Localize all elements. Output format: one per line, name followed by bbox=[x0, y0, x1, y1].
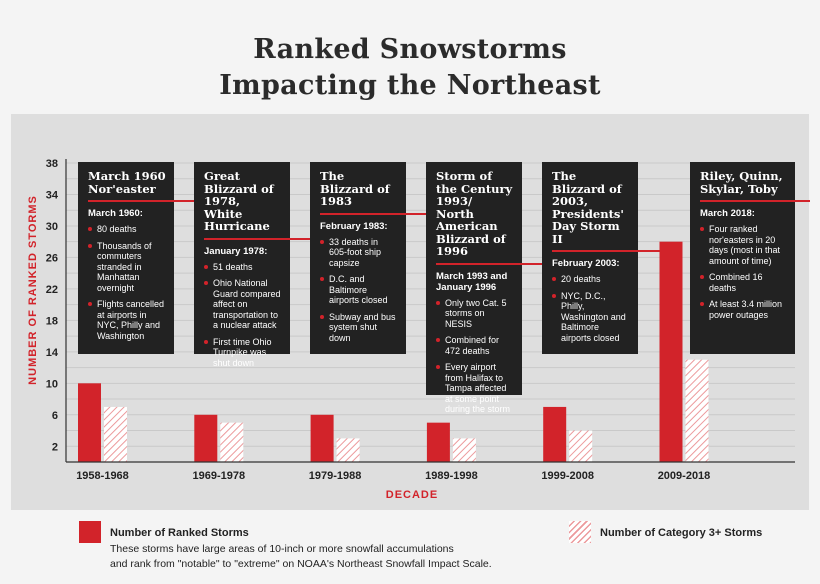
bar-ranked-storms bbox=[310, 414, 334, 462]
legend-desc-line2: and rank from "notable" to "extreme" on … bbox=[110, 558, 492, 570]
storm-title-rule bbox=[700, 200, 810, 202]
storm-date: February 2003: bbox=[552, 258, 620, 269]
storm-fact: 20 deaths bbox=[552, 274, 630, 285]
bar-ranked-storms bbox=[543, 406, 567, 462]
bar-category3-storms bbox=[220, 422, 244, 462]
legend-desc-line1: These storms have large areas of 10-inch… bbox=[110, 543, 454, 555]
legend-swatch-cat3 bbox=[569, 521, 591, 543]
storm-fact: Thousands of commuters stranded in Manha… bbox=[88, 241, 166, 294]
storm-fact: 33 deaths in 605-foot ship capsize bbox=[320, 237, 398, 269]
legend-label-ranked: Number of Ranked Storms bbox=[110, 527, 249, 539]
bar-category3-storms bbox=[336, 438, 360, 462]
bar-category3-storms bbox=[685, 359, 709, 462]
storm-title: Great Blizzard of 1978, White Hurricane bbox=[204, 169, 274, 233]
storm-annotation-box: The Blizzard of 2003, Presidents' Day St… bbox=[542, 162, 662, 354]
storm-fact: Combined 16 deaths bbox=[700, 272, 787, 293]
storm-date: February 1983: bbox=[320, 220, 388, 232]
y-tick-label: 10 bbox=[46, 378, 58, 390]
y-tick-label: 38 bbox=[46, 158, 58, 170]
y-tick-label: 26 bbox=[46, 252, 58, 264]
bar-category3-storms bbox=[569, 430, 593, 462]
storm-fact: Ohio National Guard compared affect on t… bbox=[204, 278, 282, 331]
y-tick-label: 14 bbox=[46, 347, 59, 359]
storm-facts-list: 51 deaths Ohio National Guard compared af… bbox=[204, 262, 282, 369]
storm-title: Riley, Quinn, Skylar, Toby bbox=[700, 169, 783, 196]
y-tick-label: 18 bbox=[46, 315, 58, 327]
y-tick-label: 34 bbox=[46, 189, 59, 201]
bar-ranked-storms bbox=[194, 414, 218, 462]
bar-ranked-storms bbox=[659, 241, 683, 462]
bar-category3-storms bbox=[104, 406, 127, 462]
storm-fact: Every airport from Halifax to Tampa affe… bbox=[436, 362, 514, 415]
storm-fact: Subway and bus system shut down bbox=[320, 312, 398, 344]
storm-title: The Blizzard of 1983 bbox=[320, 169, 390, 208]
storm-facts-list: 20 deaths NYC, D.C., Philly, Washington a… bbox=[552, 274, 630, 343]
storm-fact: Flights cancelled at airports in NYC, Ph… bbox=[88, 299, 166, 341]
storm-fact: At least 3.4 million power outages bbox=[700, 299, 787, 320]
storm-fact: First time Ohio Turnpike was shut down bbox=[204, 337, 282, 369]
legend-label-cat3: Number of Category 3+ Storms bbox=[600, 527, 763, 539]
storm-fact: 51 deaths bbox=[204, 262, 282, 273]
storm-title: March 1960 Nor'easter bbox=[88, 169, 166, 196]
y-tick-label: 30 bbox=[46, 221, 58, 233]
x-tick-label: 1989-1998 bbox=[425, 470, 478, 482]
storm-fact: NYC, D.C., Philly, Washington and Baltim… bbox=[552, 291, 630, 344]
storm-annotation-box: Storm of the Century 1993/ North America… bbox=[426, 162, 546, 414]
storm-date: January 1978: bbox=[204, 245, 268, 257]
storm-fact: Combined for 472 deaths bbox=[436, 335, 514, 356]
storm-fact: 80 deaths bbox=[88, 224, 166, 235]
x-tick-label: 1969-1978 bbox=[192, 470, 245, 482]
storm-title: The Blizzard of 2003, Presidents' Day St… bbox=[552, 169, 624, 246]
legend-swatch-ranked bbox=[79, 521, 101, 543]
storm-facts-list: Four ranked nor'easters in 20 days (most… bbox=[700, 224, 787, 320]
storm-facts-list: 33 deaths in 605-foot ship capsize D.C. a… bbox=[320, 237, 398, 344]
storm-facts-list: 80 deaths Thousands of commuters stranded… bbox=[88, 224, 166, 341]
storm-title-rule bbox=[88, 200, 198, 202]
storm-date: March 1960: bbox=[88, 208, 143, 219]
storm-title-rule bbox=[204, 237, 314, 240]
storm-title-rule bbox=[320, 212, 430, 215]
x-tick-label: 1958-1968 bbox=[76, 470, 129, 482]
storm-title-rule bbox=[552, 250, 662, 252]
chart-title-line1: Ranked Snowstorms bbox=[253, 34, 567, 65]
storm-fact: D.C. and Baltimore airports closed bbox=[320, 274, 398, 306]
chart-title-line2: Impacting the Northeast bbox=[219, 70, 601, 101]
storm-annotation-box: March 1960 Nor'easter March 1960: 80 death… bbox=[78, 162, 198, 354]
storm-fact: Only two Cat. 5 storms on NESIS bbox=[436, 298, 514, 330]
storm-facts-list: Only two Cat. 5 storms on NESIS Combined … bbox=[436, 298, 514, 415]
storm-title-rule bbox=[436, 262, 546, 265]
y-tick-label: 2 bbox=[52, 441, 58, 453]
storm-annotation-box: Great Blizzard of 1978, White Hurricane J… bbox=[194, 162, 314, 368]
bar-ranked-storms bbox=[426, 422, 450, 462]
x-tick-label: 1999-2008 bbox=[541, 470, 594, 482]
x-tick-label: 2009-2018 bbox=[658, 470, 711, 482]
storm-annotation-box: The Blizzard of 1983 February 1983: 33 dea… bbox=[310, 162, 430, 354]
y-tick-label: 6 bbox=[52, 410, 58, 422]
bar-ranked-storms bbox=[78, 383, 101, 462]
x-axis-label: DECADE bbox=[386, 489, 438, 501]
storm-fact: Four ranked nor'easters in 20 days (most… bbox=[700, 224, 787, 266]
storm-title: Storm of the Century 1993/ North America… bbox=[436, 169, 513, 258]
storm-date: March 1993 and January 1996 bbox=[436, 270, 508, 293]
y-tick-label: 22 bbox=[46, 284, 58, 296]
bar-category3-storms bbox=[452, 438, 476, 462]
x-tick-label: 1979-1988 bbox=[309, 470, 362, 482]
y-axis-label: NUMBER OF RANKED STORMS bbox=[27, 195, 39, 385]
storm-annotation-box: Riley, Quinn, Skylar, Toby March 2018: Fou… bbox=[690, 162, 810, 354]
storm-date: March 2018: bbox=[700, 208, 755, 219]
